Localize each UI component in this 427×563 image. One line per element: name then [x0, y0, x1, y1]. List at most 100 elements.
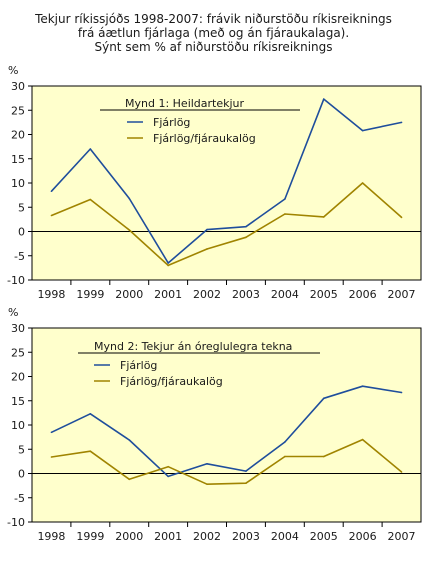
x-tick-label: 1998	[37, 288, 65, 301]
legend-label: Fjárlög	[120, 359, 157, 372]
chart-title: Mynd 1: Heildartekjur	[125, 97, 245, 110]
data-point	[361, 385, 364, 388]
data-point	[50, 190, 53, 193]
x-tick-label: 2000	[115, 288, 143, 301]
data-point	[206, 483, 208, 485]
data-point	[89, 198, 92, 201]
y-tick-label: -10	[7, 516, 25, 529]
data-point	[245, 482, 247, 485]
chart-2: % -10 -5 0 5 10 15 20 25 30 1998 1999 2000 2001 2002 20…	[7, 306, 422, 543]
data-point	[322, 455, 325, 458]
y-tick-label: 25	[11, 104, 25, 117]
data-point	[322, 216, 325, 218]
y-tick-label: 20	[11, 129, 25, 142]
series-line-1	[51, 385, 402, 478]
y-tick-label: 0	[18, 226, 25, 239]
figure-title-line-2: frá áætlun fjárlaga (með og án fjáraukal…	[77, 26, 350, 40]
data-point	[206, 463, 208, 465]
data-point	[167, 264, 169, 267]
data-point	[245, 470, 247, 472]
series-line-2	[51, 438, 403, 486]
data-point	[128, 229, 131, 231]
legend-label: Fjárlög/fjáraukalög	[120, 375, 223, 388]
data-point	[206, 248, 208, 250]
y-tick-label: -5	[14, 250, 25, 263]
x-tick-label: 2000	[115, 530, 143, 543]
data-point	[284, 198, 286, 200]
y-tick-label: 5	[18, 201, 25, 214]
data-point	[128, 439, 131, 441]
x-tick-label: 2001	[154, 530, 182, 543]
x-tick-label: 1999	[76, 288, 104, 301]
y-tick-label: 5	[18, 443, 25, 456]
data-point	[167, 465, 169, 468]
y-tick-label: 30	[11, 322, 25, 335]
data-point	[400, 391, 403, 394]
data-point	[206, 228, 208, 231]
figure-title: Tekjur ríkissjóðs 1998-2007: frávik niðu…	[0, 12, 427, 54]
x-tick-label: 2007	[388, 530, 416, 543]
x-tick-label: 2004	[271, 530, 299, 543]
y-tick-label: -10	[7, 274, 25, 287]
y-tick-label: 30	[11, 80, 25, 93]
y-axis-unit-label: %	[8, 64, 18, 77]
data-point	[322, 397, 325, 400]
x-tick-label: 2003	[232, 288, 260, 301]
x-tick-label: 2006	[349, 288, 377, 301]
x-tick-label: 2003	[232, 530, 260, 543]
y-axis-unit-label: %	[8, 306, 18, 319]
x-tick-label: 2007	[388, 288, 416, 301]
y-tick-label: 10	[11, 177, 25, 190]
data-point	[284, 213, 286, 215]
data-point	[50, 214, 53, 217]
x-tick-label: 2005	[310, 530, 338, 543]
plot-area	[31, 327, 422, 523]
x-tick-label: 2001	[154, 288, 182, 301]
data-point	[167, 475, 169, 478]
y-tick-label: -5	[14, 492, 25, 505]
data-point	[361, 129, 364, 132]
y-tick-label: 0	[18, 468, 25, 481]
chart-title: Mynd 2: Tekjur án óreglulegra tekna	[94, 340, 292, 353]
figure-title-line-1: Tekjur ríkissjóðs 1998-2007: frávik niðu…	[35, 12, 392, 26]
data-point	[245, 225, 247, 228]
y-tick-label: 25	[11, 346, 25, 359]
legend-label: Fjárlög	[153, 116, 190, 129]
data-point	[50, 431, 53, 434]
y-tick-label: 20	[11, 371, 25, 384]
figure-title-line-3: Sýnt sem % af niðurstöðu ríkisreiknings	[94, 40, 333, 54]
data-point	[89, 450, 92, 452]
chart-1: % -10 -5 0 5 10 15 20 25 30 1998 1999 2000 2001 2002 20…	[7, 64, 422, 301]
series-line-1	[50, 98, 402, 264]
data-point	[400, 471, 403, 473]
data-point	[128, 197, 131, 200]
data-point	[361, 438, 364, 441]
x-tick-label: 2002	[193, 530, 221, 543]
plot-area	[31, 85, 422, 281]
x-tick-label: 1999	[76, 530, 104, 543]
series-line-2	[51, 182, 403, 267]
y-tick-label: 15	[11, 153, 25, 166]
data-point	[167, 262, 169, 264]
data-point	[89, 413, 92, 415]
data-point	[245, 236, 247, 239]
data-point	[128, 478, 131, 481]
data-point	[89, 148, 92, 150]
y-tick-label: 10	[11, 419, 25, 432]
y-tick-label: 15	[11, 395, 25, 408]
data-point	[284, 455, 286, 458]
x-tick-label: 2004	[271, 288, 299, 301]
x-tick-label: 1998	[37, 530, 65, 543]
data-point	[50, 456, 53, 458]
x-tick-label: 2005	[310, 288, 338, 301]
x-tick-label: 2006	[349, 530, 377, 543]
data-point	[400, 216, 403, 219]
data-point	[322, 98, 325, 100]
data-point	[361, 182, 364, 184]
data-point	[400, 121, 403, 124]
data-point	[284, 441, 286, 443]
legend-label: Fjárlög/fjáraukalög	[153, 132, 256, 145]
x-tick-label: 2002	[193, 288, 221, 301]
